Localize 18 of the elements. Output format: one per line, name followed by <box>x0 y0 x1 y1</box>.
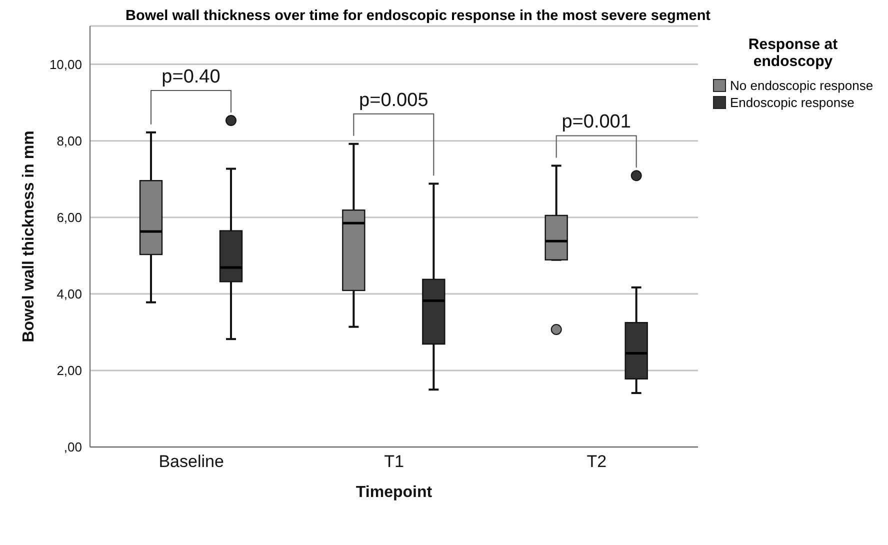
annotation: p=0.001 <box>562 112 631 133</box>
legend-label: No endoscopic response <box>730 78 874 93</box>
y-tick-label: 6,00 <box>56 210 82 225</box>
y-tick-label: 10,00 <box>49 56 82 72</box>
legend-label: Endoscopic response <box>730 95 854 110</box>
annotation: p=0.005 <box>359 90 428 111</box>
chart-title: Bowel wall thickness over time for endoscopic response in the most severe segment <box>124 8 712 24</box>
legend-title: Response at endoscopy <box>747 36 839 70</box>
y-tick-label: 4,00 <box>56 286 82 302</box>
y-axis-title: Bowel wall thickness in mm <box>20 130 38 342</box>
x-axis-title: Timepoint <box>356 484 433 501</box>
y-tick-label: ,00 <box>64 440 82 455</box>
annotation: p=0.40 <box>162 66 220 88</box>
y-tick-label: 8,00 <box>56 133 82 148</box>
x-tick-label: T2 <box>586 452 607 472</box>
x-tick-label: Baseline <box>158 452 224 472</box>
y-tick-label: 2,00 <box>56 363 82 378</box>
x-tick-label: T1 <box>384 452 404 472</box>
